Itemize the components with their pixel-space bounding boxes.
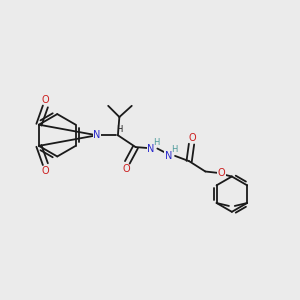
Text: O: O	[189, 133, 196, 142]
Text: O: O	[42, 166, 50, 176]
Text: H: H	[153, 138, 159, 147]
Text: N: N	[147, 143, 155, 154]
Text: H: H	[171, 146, 177, 154]
Text: O: O	[123, 164, 130, 174]
Text: N: N	[93, 130, 100, 140]
Text: N: N	[165, 151, 172, 161]
Text: O: O	[218, 168, 225, 178]
Text: O: O	[42, 95, 50, 105]
Text: H: H	[116, 125, 123, 134]
